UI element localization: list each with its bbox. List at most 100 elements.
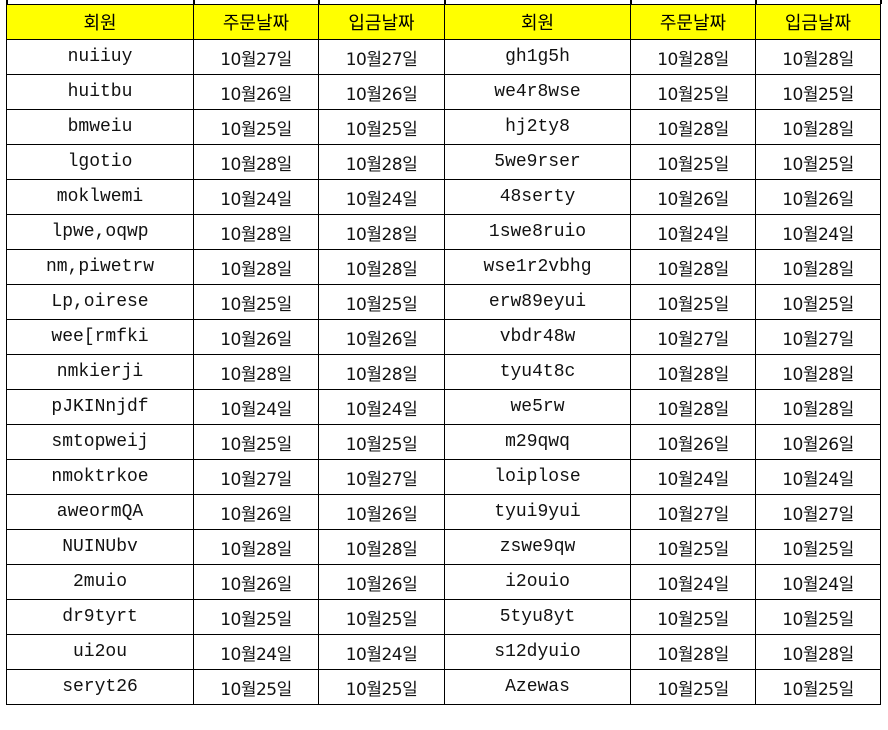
cell-order-date[interactable]: 10월28일: [193, 214, 319, 250]
cell-order-date[interactable]: 10월25일: [630, 284, 756, 320]
cell-member[interactable]: nmoktrkoe: [6, 459, 194, 495]
cell-order-date[interactable]: 10월28일: [193, 144, 319, 180]
cell-order-date[interactable]: 10월28일: [630, 634, 756, 670]
cell-payment-date[interactable]: 10월26일: [318, 319, 445, 355]
cell-member[interactable]: 48serty: [444, 179, 631, 215]
cell-order-date[interactable]: 10월25일: [630, 599, 756, 635]
cell-order-date[interactable]: 10월27일: [630, 494, 756, 530]
cell-member[interactable]: NUINUbv: [6, 529, 194, 565]
header-cell-payment-date[interactable]: 입금날짜: [755, 4, 881, 40]
cell-payment-date[interactable]: 10월28일: [318, 144, 445, 180]
cell-member[interactable]: lgotio: [6, 144, 194, 180]
cell-member[interactable]: bmweiu: [6, 109, 194, 145]
cell-payment-date[interactable]: 10월25일: [755, 529, 881, 565]
cell-order-date[interactable]: 10월25일: [630, 74, 756, 110]
cell-order-date[interactable]: 10월27일: [193, 459, 319, 495]
cell-order-date[interactable]: 10월25일: [193, 424, 319, 460]
cell-order-date[interactable]: 10월25일: [630, 144, 756, 180]
cell-payment-date[interactable]: 10월28일: [755, 109, 881, 145]
cell-payment-date[interactable]: 10월25일: [318, 109, 445, 145]
cell-member[interactable]: we5rw: [444, 389, 631, 425]
cell-payment-date[interactable]: 10월26일: [755, 179, 881, 215]
cell-order-date[interactable]: 10월25일: [630, 669, 756, 705]
cell-member[interactable]: 5tyu8yt: [444, 599, 631, 635]
header-cell-member[interactable]: 회원: [444, 4, 631, 40]
cell-member[interactable]: moklwemi: [6, 179, 194, 215]
cell-order-date[interactable]: 10월24일: [193, 389, 319, 425]
cell-payment-date[interactable]: 10월28일: [755, 634, 881, 670]
cell-payment-date[interactable]: 10월27일: [755, 494, 881, 530]
cell-member[interactable]: zswe9qw: [444, 529, 631, 565]
cell-member[interactable]: gh1g5h: [444, 39, 631, 75]
cell-payment-date[interactable]: 10월28일: [755, 354, 881, 390]
cell-member[interactable]: loiplose: [444, 459, 631, 495]
cell-payment-date[interactable]: 10월26일: [318, 74, 445, 110]
cell-payment-date[interactable]: 10월25일: [318, 424, 445, 460]
cell-member[interactable]: we4r8wse: [444, 74, 631, 110]
cell-payment-date[interactable]: 10월28일: [318, 249, 445, 285]
cell-member[interactable]: nm,piwetrw: [6, 249, 194, 285]
cell-payment-date[interactable]: 10월24일: [318, 179, 445, 215]
cell-payment-date[interactable]: 10월28일: [318, 214, 445, 250]
cell-order-date[interactable]: 10월26일: [193, 564, 319, 600]
cell-member[interactable]: smtopweij: [6, 424, 194, 460]
cell-payment-date[interactable]: 10월26일: [755, 424, 881, 460]
cell-payment-date[interactable]: 10월25일: [318, 669, 445, 705]
cell-payment-date[interactable]: 10월24일: [755, 459, 881, 495]
cell-member[interactable]: dr9tyrt: [6, 599, 194, 635]
cell-order-date[interactable]: 10월28일: [630, 109, 756, 145]
cell-payment-date[interactable]: 10월28일: [755, 249, 881, 285]
cell-order-date[interactable]: 10월28일: [193, 529, 319, 565]
cell-member[interactable]: 2muio: [6, 564, 194, 600]
header-cell-payment-date[interactable]: 입금날짜: [318, 4, 445, 40]
cell-member[interactable]: hj2ty8: [444, 109, 631, 145]
cell-order-date[interactable]: 10월28일: [630, 389, 756, 425]
cell-payment-date[interactable]: 10월27일: [755, 319, 881, 355]
cell-order-date[interactable]: 10월26일: [193, 74, 319, 110]
cell-order-date[interactable]: 10월28일: [630, 39, 756, 75]
cell-order-date[interactable]: 10월24일: [630, 459, 756, 495]
cell-member[interactable]: nmkierji: [6, 354, 194, 390]
cell-payment-date[interactable]: 10월24일: [755, 564, 881, 600]
cell-payment-date[interactable]: 10월25일: [318, 284, 445, 320]
header-cell-order-date[interactable]: 주문날짜: [630, 4, 756, 40]
cell-order-date[interactable]: 10월26일: [193, 494, 319, 530]
cell-order-date[interactable]: 10월28일: [630, 354, 756, 390]
cell-payment-date[interactable]: 10월24일: [318, 634, 445, 670]
cell-member[interactable]: Lp,oirese: [6, 284, 194, 320]
cell-payment-date[interactable]: 10월25일: [755, 599, 881, 635]
cell-payment-date[interactable]: 10월27일: [318, 39, 445, 75]
cell-order-date[interactable]: 10월25일: [193, 109, 319, 145]
cell-payment-date[interactable]: 10월28일: [755, 39, 881, 75]
cell-payment-date[interactable]: 10월24일: [318, 389, 445, 425]
cell-order-date[interactable]: 10월27일: [193, 39, 319, 75]
cell-payment-date[interactable]: 10월27일: [318, 459, 445, 495]
cell-order-date[interactable]: 10월24일: [193, 634, 319, 670]
cell-order-date[interactable]: 10월28일: [193, 249, 319, 285]
cell-member[interactable]: nuiiuy: [6, 39, 194, 75]
cell-payment-date[interactable]: 10월28일: [318, 354, 445, 390]
cell-member[interactable]: wee[rmfki: [6, 319, 194, 355]
cell-payment-date[interactable]: 10월24일: [755, 214, 881, 250]
cell-order-date[interactable]: 10월25일: [193, 599, 319, 635]
cell-payment-date[interactable]: 10월25일: [755, 669, 881, 705]
cell-order-date[interactable]: 10월24일: [630, 214, 756, 250]
cell-order-date[interactable]: 10월25일: [630, 529, 756, 565]
cell-member[interactable]: wse1r2vbhg: [444, 249, 631, 285]
cell-member[interactable]: tyui9yui: [444, 494, 631, 530]
header-cell-member[interactable]: 회원: [6, 4, 194, 40]
cell-member[interactable]: Azewas: [444, 669, 631, 705]
cell-payment-date[interactable]: 10월26일: [318, 494, 445, 530]
cell-member[interactable]: 1swe8ruio: [444, 214, 631, 250]
header-cell-order-date[interactable]: 주문날짜: [193, 4, 319, 40]
cell-order-date[interactable]: 10월25일: [193, 284, 319, 320]
cell-payment-date[interactable]: 10월25일: [755, 144, 881, 180]
cell-member[interactable]: vbdr48w: [444, 319, 631, 355]
cell-payment-date[interactable]: 10월25일: [755, 284, 881, 320]
cell-member[interactable]: aweormQA: [6, 494, 194, 530]
cell-order-date[interactable]: 10월25일: [193, 669, 319, 705]
cell-order-date[interactable]: 10월26일: [630, 179, 756, 215]
cell-order-date[interactable]: 10월26일: [193, 319, 319, 355]
cell-member[interactable]: seryt26: [6, 669, 194, 705]
cell-member[interactable]: ui2ou: [6, 634, 194, 670]
